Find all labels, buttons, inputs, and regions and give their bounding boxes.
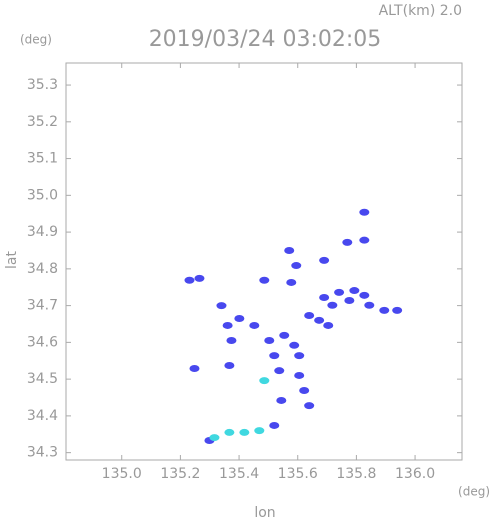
y-tick-label: 34.5 [27, 371, 58, 387]
y-tick-label: 34.3 [27, 445, 58, 461]
echo-cell [304, 402, 315, 410]
x-tick-label: 135.8 [336, 466, 376, 482]
echo-cell [294, 352, 305, 360]
y-tick-label: 34.7 [27, 298, 58, 314]
altitude-label: ALT(km) 2.0 [379, 3, 462, 19]
echo-cell [359, 236, 370, 244]
y-tick-label: 35.0 [27, 187, 58, 203]
x-axis-label: lon [254, 505, 275, 521]
echo-cell [323, 321, 334, 329]
echo-cell [234, 314, 245, 322]
y-tick-label: 35.2 [27, 114, 58, 130]
echo-cell [259, 377, 270, 385]
echo-cell [259, 276, 270, 284]
echo-cell [349, 287, 360, 295]
echo-cell [264, 337, 275, 345]
echo-cell [239, 428, 250, 436]
echo-cell [209, 434, 220, 442]
y-tick-label: 34.6 [27, 334, 58, 350]
x-tick-label: 136.0 [395, 466, 435, 482]
echo-cell [342, 238, 353, 246]
y-tick-label: 35.3 [27, 77, 58, 93]
y-axis-label: lat [4, 251, 20, 269]
echo-cell [274, 367, 285, 375]
x-unit: (deg) [458, 485, 490, 499]
echo-cell [249, 321, 260, 329]
echo-cell [327, 301, 338, 309]
echo-cell [224, 362, 235, 370]
echo-cell [284, 246, 295, 254]
echo-cell [291, 262, 302, 270]
echo-cell [224, 428, 235, 436]
x-tick-label: 135.2 [160, 466, 200, 482]
echo-cell [216, 302, 227, 310]
echo-cell [254, 427, 265, 435]
echo-cell [344, 296, 355, 304]
echo-cell [184, 276, 195, 284]
echo-cell [334, 288, 345, 296]
echo-cell [286, 278, 297, 286]
y-tick-label: 35.1 [27, 151, 58, 167]
chart-title: 2019/03/24 03:02:05 [149, 27, 382, 52]
echo-cell [189, 364, 200, 372]
echo-cell [392, 306, 403, 314]
echo-cell [222, 321, 233, 329]
echo-cell [319, 294, 330, 302]
echo-cell [319, 256, 330, 264]
echo-cell [279, 331, 290, 339]
echo-cell [299, 387, 310, 395]
y-tick-label: 34.8 [27, 261, 58, 277]
echo-cell [359, 291, 370, 299]
x-tick-label: 135.6 [278, 466, 318, 482]
echo-cell [269, 421, 280, 429]
echo-cell [314, 316, 325, 324]
echo-cell [379, 306, 390, 314]
echo-cell [269, 352, 280, 360]
x-tick-label: 135.0 [102, 466, 142, 482]
echo-cell [194, 274, 205, 282]
echo-cell [294, 371, 305, 379]
echo-cell [304, 312, 315, 320]
y-tick-label: 34.4 [27, 408, 58, 424]
x-tick-label: 135.4 [219, 466, 259, 482]
y-unit: (deg) [20, 33, 52, 47]
echo-cell [226, 337, 237, 345]
echo-cell [364, 301, 375, 309]
echo-cell [289, 341, 300, 349]
echo-cell [276, 396, 287, 404]
echo-cell [359, 208, 370, 216]
y-tick-label: 34.9 [27, 224, 58, 240]
plot-frame [65, 62, 463, 461]
